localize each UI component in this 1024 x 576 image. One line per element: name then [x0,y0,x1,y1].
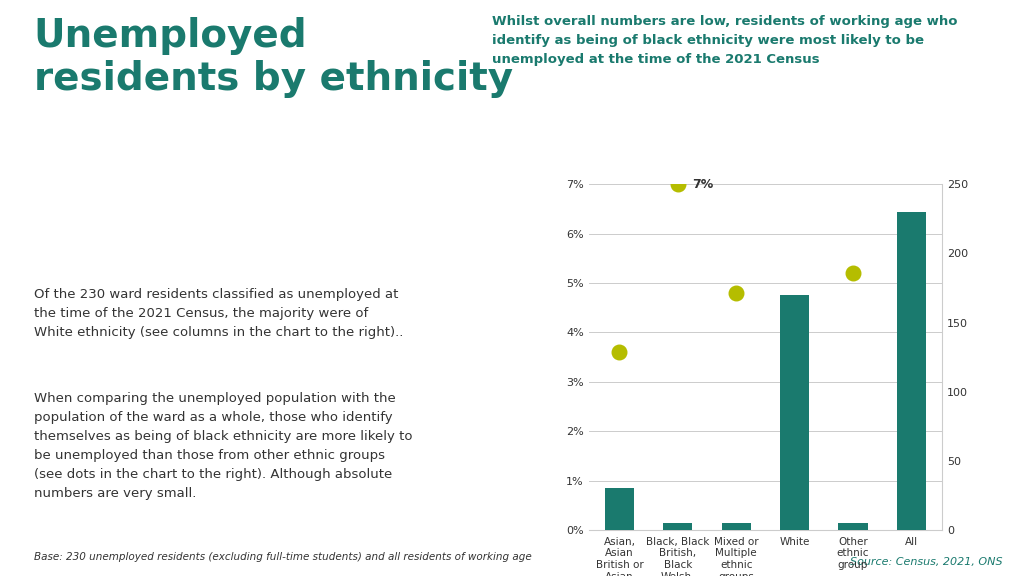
Bar [839,523,867,530]
Point [670,180,686,189]
Text: 7%: 7% [692,178,714,191]
Text: Unemployed
residents by ethnicity: Unemployed residents by ethnicity [34,17,513,98]
Text: When comparing the unemployed population with the
population of the ward as a wh: When comparing the unemployed population… [34,392,413,500]
Bar [722,523,751,530]
Point [728,289,744,298]
Bar [897,212,926,530]
Bar [605,488,634,530]
Text: Number unemployed: Number unemployed [1015,365,1023,471]
Bar [780,295,809,530]
Text: Of the 230 ward residents classified as unemployed at
the time of the 2021 Censu: Of the 230 ward residents classified as … [34,288,403,339]
Text: Source: Census, 2021, ONS: Source: Census, 2021, ONS [851,556,1004,567]
Point [611,347,628,357]
Point [845,268,861,278]
Point [786,367,803,377]
Text: Whilst overall numbers are low, residents of working age who
identify as being o: Whilst overall numbers are low, resident… [492,15,957,66]
Point [903,358,920,367]
Bar [664,523,692,530]
Text: Base: 230 unemployed residents (excluding full-time students) and all residents : Base: 230 unemployed residents (excludin… [34,552,531,562]
Text: % of residents within each ethnic
group who are unemployed: % of residents within each ethnic group … [545,272,566,442]
